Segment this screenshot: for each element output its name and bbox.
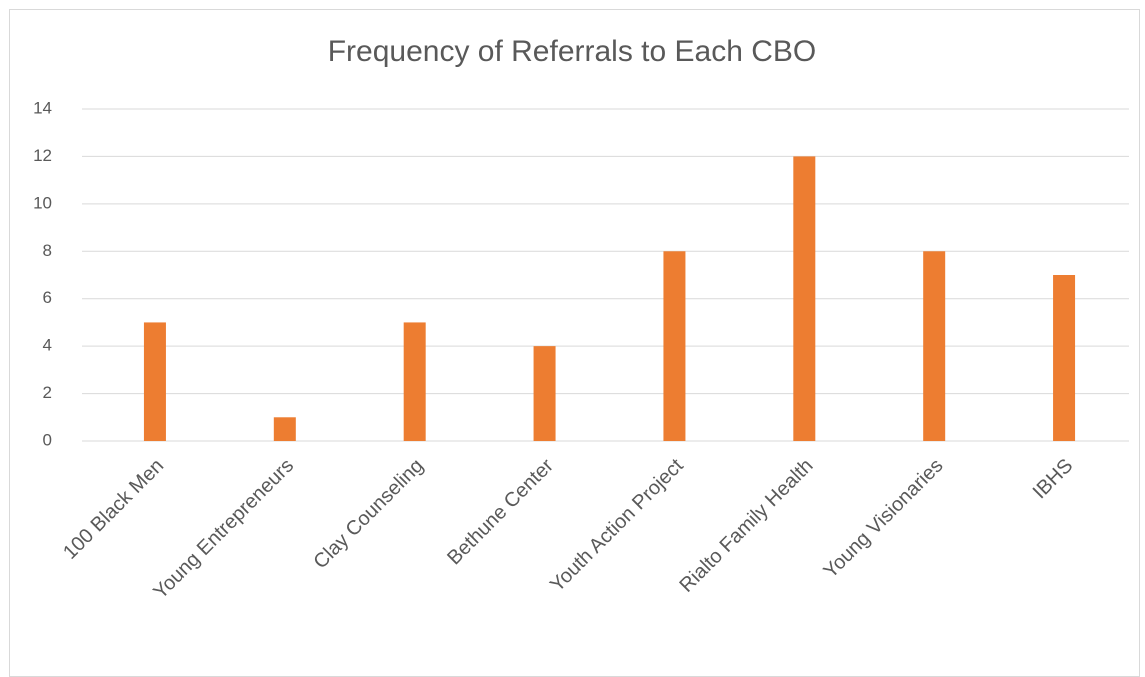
y-tick-label: 8 — [43, 241, 52, 260]
bar — [403, 322, 426, 441]
bar — [793, 156, 816, 441]
y-tick-label: 12 — [33, 146, 52, 165]
y-tick-label: 4 — [43, 336, 52, 355]
chart-border — [9, 9, 1140, 677]
bar — [1053, 275, 1076, 441]
y-tick-label: 14 — [33, 98, 52, 117]
bar — [273, 417, 296, 441]
y-tick-label: 6 — [43, 288, 52, 307]
bar — [663, 251, 686, 441]
chart-title: Frequency of Referrals to Each CBO — [328, 35, 817, 68]
bar — [143, 322, 166, 441]
y-tick-label: 2 — [43, 383, 52, 402]
y-tick-label: 0 — [43, 430, 52, 449]
bar — [533, 346, 556, 441]
y-tick-label: 10 — [33, 193, 52, 212]
bar — [923, 251, 946, 441]
